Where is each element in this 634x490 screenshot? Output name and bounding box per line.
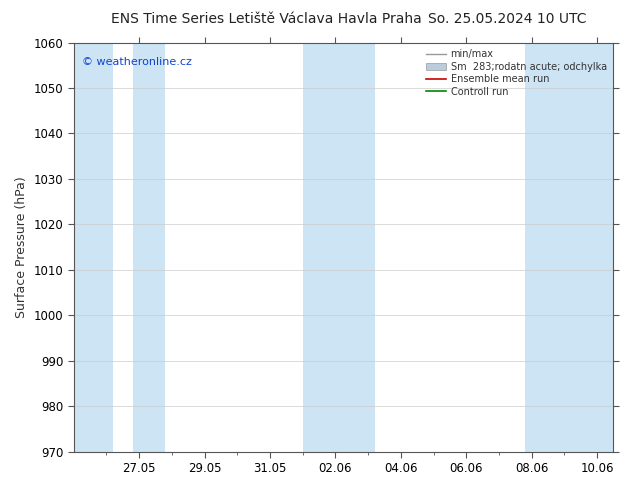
Text: ENS Time Series Letiště Václava Havla Praha: ENS Time Series Letiště Václava Havla Pr… <box>111 12 422 26</box>
Text: © weatheronline.cz: © weatheronline.cz <box>82 57 191 67</box>
Bar <box>302 43 375 452</box>
Bar <box>133 43 165 452</box>
Text: So. 25.05.2024 10 UTC: So. 25.05.2024 10 UTC <box>428 12 586 26</box>
Legend: min/max, Sm  283;rodatn acute; odchylka, Ensemble mean run, Controll run: min/max, Sm 283;rodatn acute; odchylka, … <box>422 46 611 100</box>
Bar <box>525 43 614 452</box>
Bar <box>74 43 113 452</box>
Y-axis label: Surface Pressure (hPa): Surface Pressure (hPa) <box>15 176 28 318</box>
